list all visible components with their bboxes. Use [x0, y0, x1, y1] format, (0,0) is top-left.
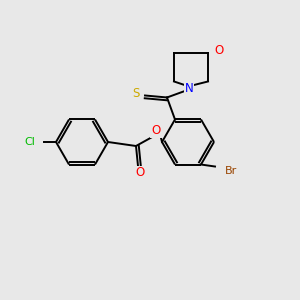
Text: O: O — [214, 44, 223, 57]
Text: S: S — [133, 87, 140, 100]
Text: N: N — [184, 82, 194, 95]
Text: O: O — [152, 124, 160, 137]
Text: Cl: Cl — [24, 137, 35, 147]
Text: Br: Br — [225, 166, 237, 176]
Text: O: O — [135, 167, 145, 179]
